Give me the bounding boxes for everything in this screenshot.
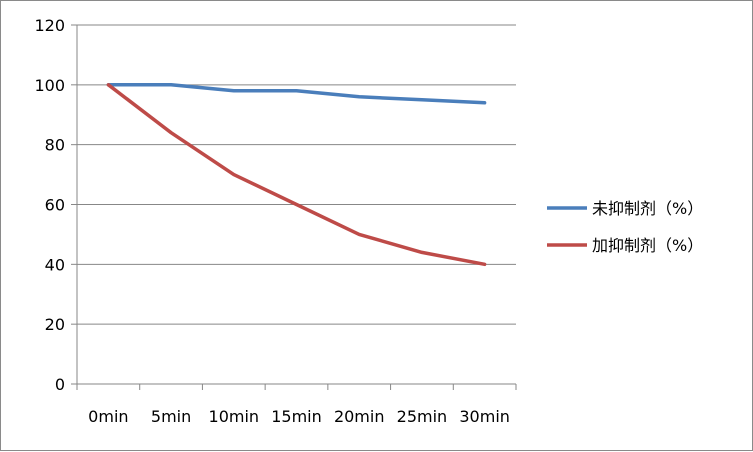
axes <box>71 24 517 390</box>
x-tick-label: 25min <box>397 407 448 426</box>
y-tick-labels: 0 20 40 60 80 100 120 <box>34 16 65 394</box>
series-line-0 <box>106 83 487 105</box>
legend-label-1: 加抑制剂（%） <box>592 236 703 255</box>
y-tick-label: 60 <box>45 196 65 215</box>
series-lines <box>106 83 487 267</box>
x-tick-label: 10min <box>209 407 260 426</box>
y-tick-label: 40 <box>45 255 65 274</box>
series-line-1 <box>106 83 487 267</box>
x-tick-label: 15min <box>271 407 322 426</box>
y-tick-label: 0 <box>55 375 65 394</box>
y-tick-label: 120 <box>34 16 65 35</box>
y-tick-label: 20 <box>45 315 65 334</box>
y-tick-label: 80 <box>45 136 65 155</box>
x-tick-labels: 0min 5min 10min 15min 20min 25min 30min <box>88 407 510 426</box>
x-tick-label: 30min <box>459 407 510 426</box>
legend: 未抑制剂（%） 加抑制剂（%） <box>547 199 703 255</box>
x-tick-label: 0min <box>88 407 128 426</box>
y-tick-label: 100 <box>34 76 65 95</box>
x-tick-label: 20min <box>334 407 385 426</box>
legend-label-0: 未抑制剂（%） <box>592 199 703 218</box>
x-tick-label: 5min <box>151 407 191 426</box>
gridlines <box>77 24 516 325</box>
